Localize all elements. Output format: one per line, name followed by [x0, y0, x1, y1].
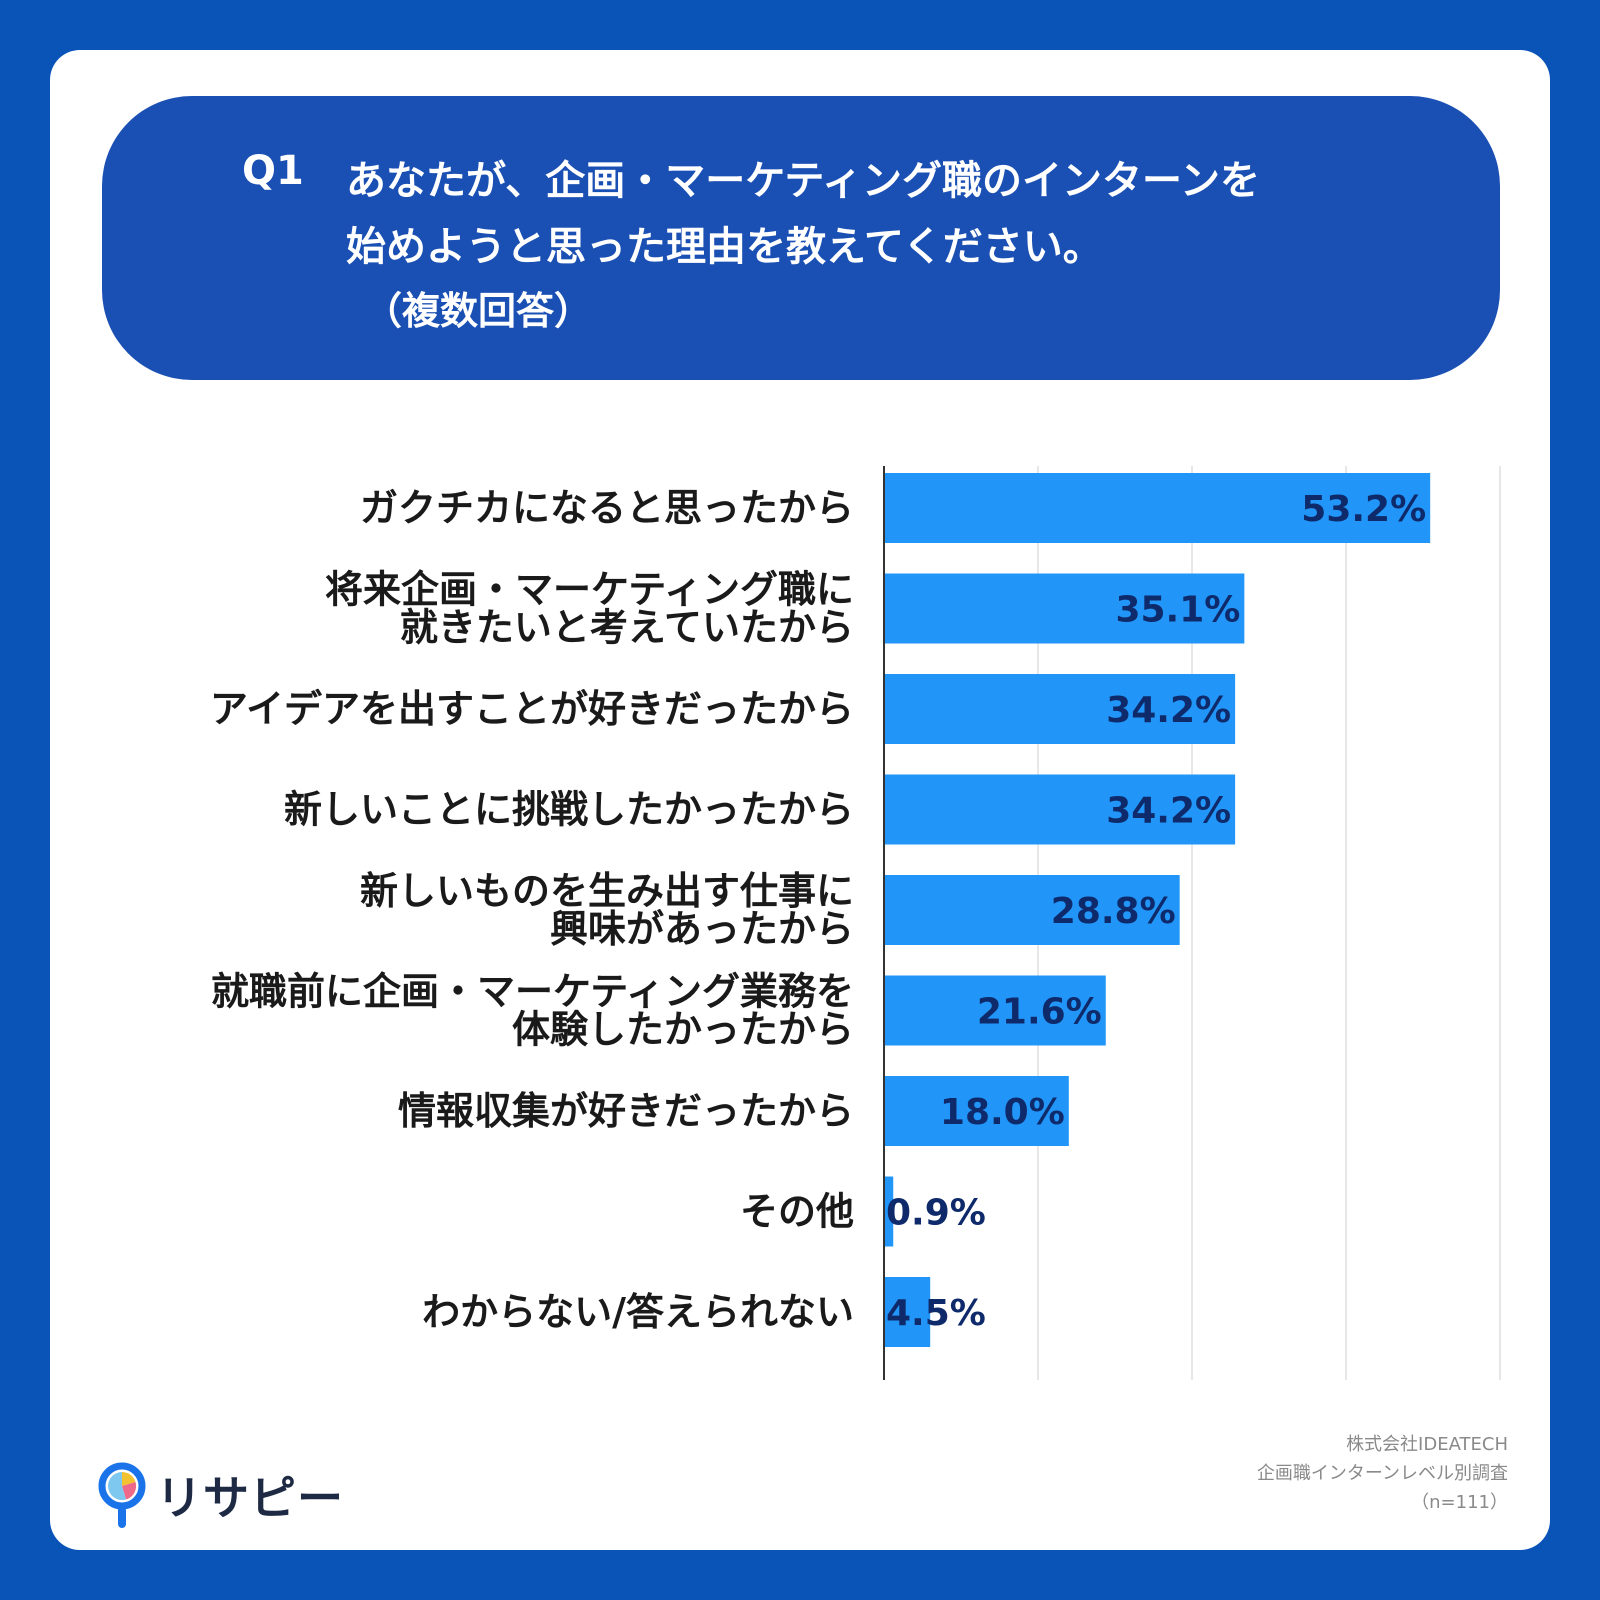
data-label: 35.1% [1115, 590, 1240, 631]
data-label: 34.2% [1106, 791, 1231, 832]
card: Q1 あなたが、企画・マーケティング職のインターンを 始めようと思った理由を教え… [50, 50, 1550, 1550]
source-sample-size: （n=111） [1411, 1492, 1508, 1513]
category-label: 情報収集が好きだったから [398, 1089, 854, 1133]
brand-logo: リサピー [96, 1460, 344, 1530]
data-label: 28.8% [1051, 891, 1176, 932]
category-label: その他 [740, 1190, 854, 1234]
bar [884, 1076, 1069, 1146]
question-line-1: あなたが、企画・マーケティング職のインターンを [346, 158, 1260, 204]
bar [884, 1277, 931, 1347]
question-header: Q1 あなたが、企画・マーケティング職のインターンを 始めようと思った理由を教え… [102, 96, 1500, 380]
bar [884, 1176, 894, 1247]
bar [884, 975, 1106, 1046]
bar [884, 875, 1180, 945]
category-label: 新しいことに挑戦したかったから [284, 788, 854, 832]
category-label: 就職前に企画・マーケティング業務を [211, 970, 854, 1014]
source-company: 株式会社IDEATECH [1346, 1434, 1508, 1455]
category-label: 体験したかったから [512, 1008, 854, 1052]
bar [884, 674, 1236, 744]
question-number: Q1 [242, 148, 304, 194]
data-label: 0.9% [886, 1193, 986, 1234]
category-label: 就きたいと考えていたから [400, 606, 854, 650]
data-label: 34.2% [1106, 690, 1231, 731]
source-survey: 企画職インターンレベル別調査 [1256, 1463, 1508, 1484]
question-line-2: 始めようと思った理由を教えてください。 [346, 224, 1103, 270]
category-label: 新しいものを生み出す仕事に [360, 869, 854, 913]
brand-name: リサピー [156, 1471, 344, 1525]
source-note: 株式会社IDEATECH 企画職インターンレベル別調査 （n=111） [1257, 1430, 1508, 1517]
question-note: （複数回答） [364, 289, 593, 333]
category-label: わからない/答えられない [422, 1290, 854, 1334]
data-label: 53.2% [1301, 489, 1426, 530]
category-label: ガクチカになると思ったから [360, 486, 854, 530]
data-label: 21.6% [977, 992, 1102, 1033]
bar [884, 473, 1431, 543]
bar [884, 774, 1236, 845]
bar-chart: 53.2% ガクチカになると思ったから 35.1% 将来企画・マーケティング職に就きた… [210, 466, 1501, 1380]
data-label: 4.5% [886, 1293, 986, 1334]
data-label: 18.0% [940, 1092, 1065, 1133]
category-label: アイデアを出すことが好きだったから [210, 687, 854, 731]
category-label: 将来企画・マーケティング職に [325, 568, 854, 612]
bar [884, 573, 1245, 644]
category-label: 興味があったから [550, 907, 854, 951]
magnifier-pie-icon [98, 1462, 146, 1528]
question-text: あなたが、企画・マーケティング職のインターンを 始めようと思った理由を教えてくだ… [346, 148, 1406, 280]
